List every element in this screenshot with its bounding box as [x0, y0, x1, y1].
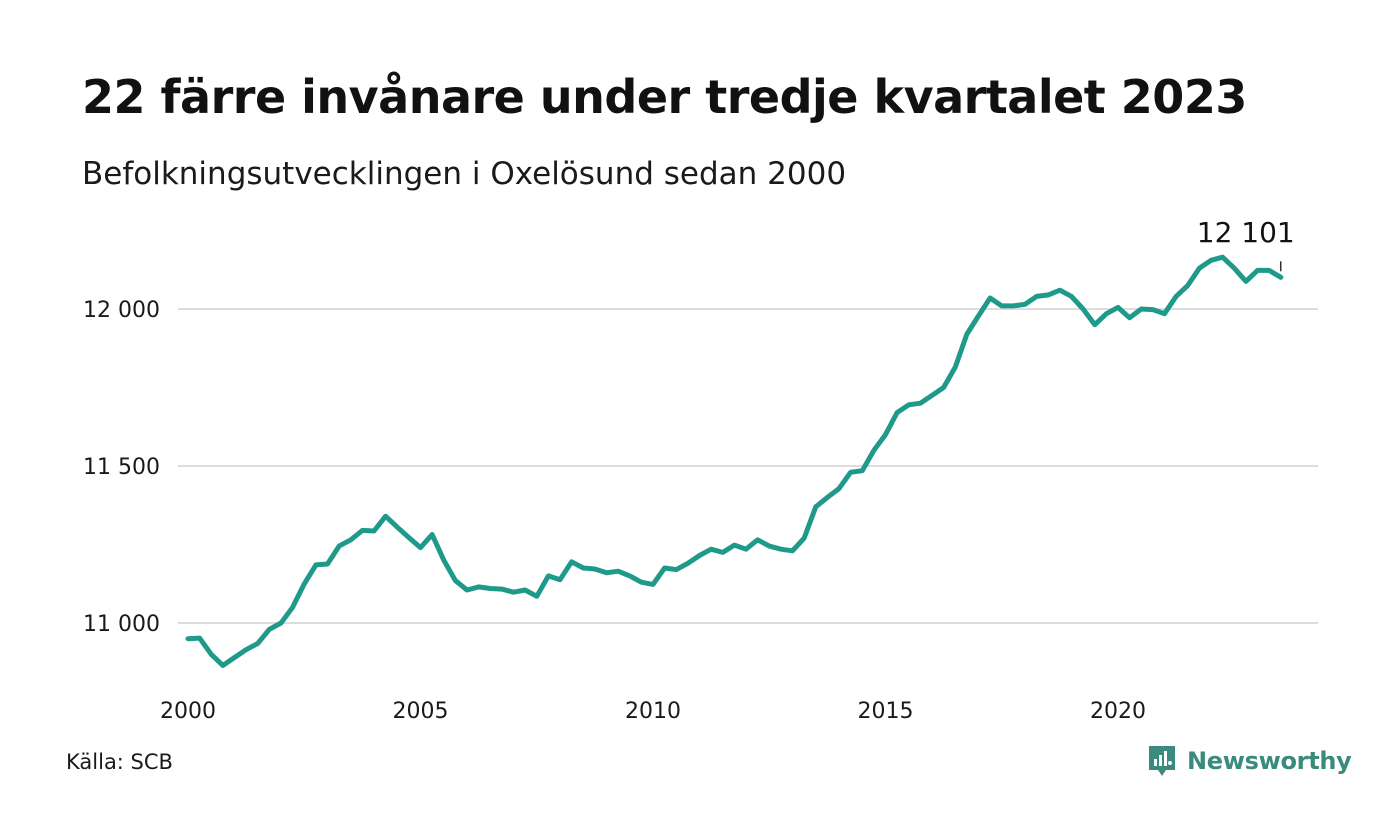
x-tick-label: 2020 — [1090, 699, 1146, 724]
brand-name: Newsworthy — [1187, 747, 1352, 775]
annotation-layer: 12 101 — [1197, 216, 1295, 272]
x-tick-label: 2015 — [858, 699, 914, 724]
x-tick-label: 2010 — [625, 699, 681, 724]
chart-subtitle: Befolkningsutvecklingen i Oxelösund seda… — [82, 156, 847, 192]
series-layer — [185, 254, 1284, 668]
brand-logo[interactable]: Newsworthy — [1147, 744, 1352, 778]
x-tick-label: 2000 — [160, 699, 216, 724]
y-tick-label: 11 000 — [83, 612, 160, 637]
x-tick-label: 2005 — [393, 699, 449, 724]
annotation-label: 12 101 — [1197, 216, 1295, 249]
x-axis-ticks: 2000 2005 2010 2015 2020 — [160, 699, 1146, 724]
y-axis-ticks: 11 000 11 500 12 000 — [83, 298, 160, 637]
y-tick-label: 11 500 — [83, 455, 160, 480]
series-line-0 — [185, 254, 1284, 668]
chart-title: 22 färre invånare under tredje kvartalet… — [82, 70, 1247, 124]
y-tick-label: 12 000 — [83, 298, 160, 323]
newsworthy-logo-icon — [1149, 746, 1175, 776]
source-note: Källa: SCB — [66, 750, 173, 774]
gridlines — [178, 308, 1318, 624]
